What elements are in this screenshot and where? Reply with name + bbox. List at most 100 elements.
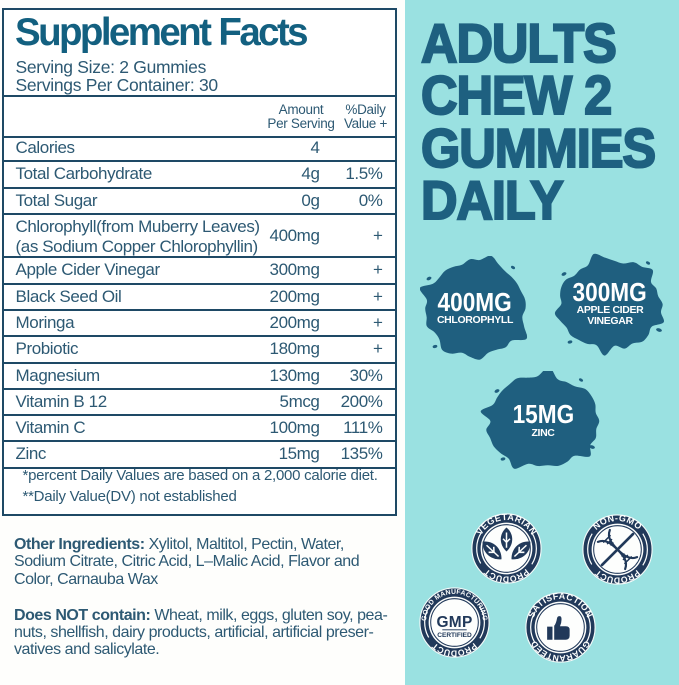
ingredient-name: Probiotic [15, 339, 79, 359]
badge-2: GOOD MANUFACTURING PRODUCT GMP CERTIFIED [418, 587, 490, 657]
rule-under-serving [4, 94, 395, 97]
badge-1: NON-GMO PRODUCT [581, 513, 653, 584]
ingredient-amount: 300mg [269, 260, 320, 280]
thumbs-up-icon [546, 615, 570, 640]
splash-blob [420, 256, 528, 360]
ingredient-daily-value: + [372, 225, 383, 245]
ingredient-daily-value: + [372, 286, 383, 306]
splash-specks [561, 261, 662, 344]
ingredient-name: Moringa [15, 312, 75, 332]
col-header-daily-value: %Daily Value + [343, 102, 388, 131]
does-not-contain: Does NOT contain: Wheat, milk, eggs, glu… [14, 607, 399, 659]
ingredient-amount: 180mg [269, 339, 320, 359]
ingredient-amount: 200mg [269, 312, 320, 332]
splash-value: 15MG [512, 399, 574, 430]
ingredient-name: Magnesium [15, 365, 101, 385]
gmp-divider [441, 628, 467, 630]
splash-specks [426, 265, 527, 349]
badge-side-arc-right [584, 610, 591, 644]
splash-specks [494, 378, 595, 461]
ingredient-name: Total Sugar [15, 190, 98, 210]
other-ingredients-label: Other Ingredients: [14, 536, 145, 553]
facts-footnotes: *percent Daily Values are based on a 2,0… [22, 467, 378, 505]
splash-label: ZINC [531, 426, 555, 439]
facts-row: Vitamin B 12 5mcg 200% [4, 390, 395, 417]
badge-inner-ring [429, 597, 479, 647]
facts-row: Total Sugar 0g 0% [4, 189, 395, 216]
ingredient-name: Total Carbohydrate [15, 164, 153, 184]
badge-side-arc-left [586, 532, 593, 565]
ingredient-name: Chlorophyll(from Muberry Leaves) (as Sod… [15, 217, 261, 256]
badge-side-arc-left [529, 610, 536, 643]
facts-row: Zinc 15mg 135% [4, 442, 395, 469]
ingredient-daily-value: 111% [343, 418, 383, 438]
headline: ADULTS CHEW 2 GUMMIES DAILY [420, 12, 657, 231]
badge-inner-ring [535, 602, 585, 652]
badge-inner-ring [592, 524, 642, 574]
ingredient-name: Calories [15, 138, 76, 158]
servings-per-container: Servings Per Container: 30 [15, 74, 219, 95]
ingredient-daily-value: 1.5% [345, 164, 383, 184]
gmp-certified-text: CERTIFIED [437, 632, 472, 639]
splash-label: APPLE CIDER VINEGAR [576, 304, 644, 328]
badge-3: SATISFACTION GUARANTEED [524, 591, 596, 663]
ingredient-name: Vitamin B 12 [15, 391, 108, 411]
facts-row: Black Seed Oil 200mg + [4, 285, 395, 311]
splash-value: 400MG [437, 286, 513, 317]
ingredient-amount: 400mg [269, 225, 320, 245]
ingredient-daily-value: 135% [340, 444, 383, 464]
badge-side-arc-right [478, 605, 485, 639]
ingredient-daily-value: + [372, 339, 383, 359]
ingredient-amount: 5mcg [279, 391, 320, 411]
splash-chlorophyll: 400MG CHLOROPHYLL [420, 256, 530, 361]
facts-row: Apple Cider Vinegar 300mg + [4, 258, 395, 285]
facts-rows: Calories 4 Total Carbohydrate 4g 1.5% To… [4, 136, 395, 469]
ingredient-name: Zinc [15, 444, 47, 464]
splash-label: CHLOROPHYLL [436, 314, 514, 327]
ingredient-amount: 130mg [269, 365, 320, 385]
splash-value: 300MG [572, 276, 648, 307]
badge-0: VEGETARIAN PRODUCT [470, 512, 542, 583]
splash-blob [554, 253, 665, 356]
splash-zinc: 15MG ZINC [480, 371, 606, 471]
does-not-contain-label: Does NOT contain: [14, 606, 151, 624]
facts-row: Probiotic 180mg + [4, 337, 395, 364]
leaves-icon [482, 527, 530, 559]
badge-inner-ring [481, 523, 531, 573]
ingredient-daily-value: 30% [349, 365, 383, 385]
badge-side-arc-left [423, 605, 430, 638]
ingredient-amount: 0g [301, 190, 320, 210]
badge-inner-circle [428, 596, 480, 648]
ingredient-name: Apple Cider Vinegar [15, 260, 161, 280]
badge-side-arc-left [475, 531, 482, 564]
facts-row: Chlorophyll(from Muberry Leaves) (as Sod… [4, 215, 395, 259]
splash-apple-cider-vinegar: 300MG APPLE CIDER VINEGAR [552, 251, 668, 357]
other-ingredients-text: Xylitol, Maltitol, Pectin, Water, Sodium… [14, 536, 360, 588]
ingredient-name: Black Seed Oil [15, 286, 122, 306]
gmp-seal: GMP CERTIFIED [436, 614, 472, 639]
does-not-contain-text: Wheat, milk, eggs, gluten soy, pea- nuts… [14, 606, 388, 659]
rule-under-header [4, 136, 395, 138]
supplement-facts-panel: Supplement Facts Serving Size: 2 Gummies… [2, 8, 397, 516]
serving-size: Serving Size: 2 Gummies [15, 57, 207, 77]
ingredient-amount: 100mg [269, 418, 320, 438]
dna-icon [596, 528, 638, 570]
ingredient-daily-value: 0% [358, 190, 383, 210]
facts-row: Moringa 200mg + [4, 311, 395, 338]
facts-row: Total Carbohydrate 4g 1.5% [4, 162, 395, 189]
ingredient-amount: 15mg [278, 444, 320, 464]
badge-side-arc-right [641, 532, 648, 566]
facts-row: Vitamin C 100mg 111% [4, 416, 395, 443]
serving-info: Serving Size: 2 Gummies Servings Per Con… [15, 57, 219, 95]
ingredient-daily-value: + [372, 260, 383, 280]
facts-title: Supplement Facts [15, 10, 309, 54]
ingredient-name: Vitamin C [15, 418, 86, 438]
ingredient-amount: 4g [301, 164, 320, 184]
badge-side-arc-right [530, 531, 537, 565]
col-header-amount: Amount Per Serving [267, 102, 335, 131]
facts-row: Magnesium 130mg 30% [4, 364, 395, 390]
splash-blob [480, 371, 600, 469]
other-ingredients: Other Ingredients: Xylitol, Maltitol, Pe… [14, 536, 399, 588]
ingredient-daily-value: 200% [340, 391, 383, 411]
